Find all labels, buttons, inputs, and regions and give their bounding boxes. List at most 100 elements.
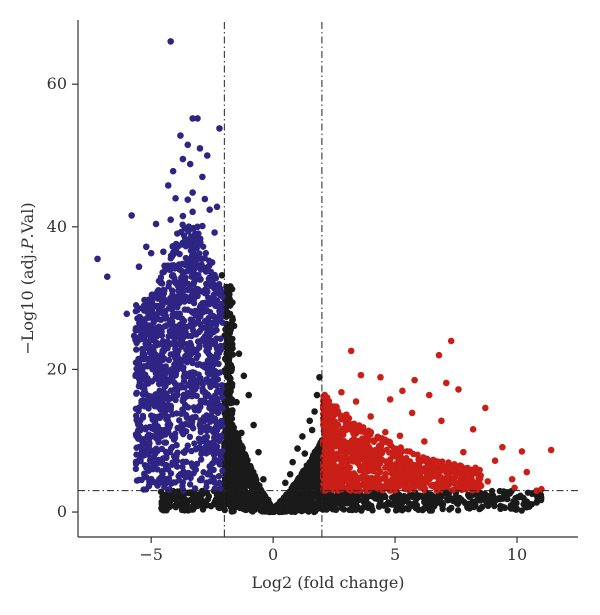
data-point xyxy=(333,476,340,484)
cloud-point xyxy=(132,302,140,309)
cloud-point xyxy=(391,492,399,499)
data-point xyxy=(184,141,192,149)
cloud-point xyxy=(167,502,174,510)
cloud-point xyxy=(225,421,232,429)
cloud-point xyxy=(205,493,213,500)
cloud-point xyxy=(156,330,163,338)
cloud-point xyxy=(390,483,398,491)
data-point xyxy=(228,366,235,373)
data-point xyxy=(299,433,306,440)
cloud-point xyxy=(210,476,217,484)
data-point xyxy=(206,206,214,213)
data-point xyxy=(179,155,187,163)
cloud-point xyxy=(181,401,189,408)
data-point xyxy=(472,464,479,472)
cloud-point xyxy=(162,465,169,473)
cloud-point xyxy=(191,292,198,299)
data-point xyxy=(401,483,409,490)
cloud-point xyxy=(334,487,342,494)
cloud-point xyxy=(165,283,172,290)
cloud-point xyxy=(221,410,229,417)
cloud-point xyxy=(196,250,203,257)
cloud-point xyxy=(523,504,530,511)
cloud-point xyxy=(374,433,381,440)
cloud-point xyxy=(181,306,189,313)
cloud-point xyxy=(188,460,195,467)
cloud-point xyxy=(212,321,220,329)
cloud-point xyxy=(332,505,339,512)
cloud-point xyxy=(197,476,205,484)
cloud-point xyxy=(203,412,210,419)
cloud-point xyxy=(379,438,386,445)
cloud-point xyxy=(181,298,188,305)
cloud-point xyxy=(218,300,226,308)
cloud-point xyxy=(323,449,331,457)
cloud-point xyxy=(201,434,208,442)
cloud-point xyxy=(138,345,146,353)
cloud-point xyxy=(144,361,151,369)
cloud-point xyxy=(405,506,412,513)
cloud-point xyxy=(163,390,170,397)
data-point xyxy=(428,482,435,489)
data-point xyxy=(301,450,309,457)
cloud-point xyxy=(314,463,321,470)
cloud-point xyxy=(187,496,194,504)
data-point xyxy=(406,492,414,499)
cloud-point xyxy=(187,474,194,482)
data-point xyxy=(335,440,343,448)
cloud-point xyxy=(475,476,482,483)
cloud-point xyxy=(165,368,173,375)
cloud-point xyxy=(212,302,220,310)
data-point xyxy=(199,173,206,181)
data-point xyxy=(223,331,231,339)
cloud-point xyxy=(386,487,394,494)
cloud-point xyxy=(147,323,155,331)
cloud-point xyxy=(454,507,462,514)
data-point xyxy=(342,421,350,428)
data-point xyxy=(94,255,101,263)
cloud-point xyxy=(206,443,213,451)
cloud-point xyxy=(217,346,225,353)
cloud-point xyxy=(188,308,195,315)
data-point xyxy=(362,450,370,457)
cloud-point xyxy=(329,486,337,494)
cloud-point xyxy=(439,464,446,471)
data-point xyxy=(399,387,406,395)
cloud-point xyxy=(382,464,389,471)
data-point xyxy=(250,421,257,429)
cloud-point xyxy=(142,340,149,348)
cloud-point xyxy=(155,380,163,388)
data-point xyxy=(152,220,160,228)
cloud-point xyxy=(198,398,206,405)
cloud-point xyxy=(403,462,410,470)
y-axis-title: −Log10 (adj.P.Val) xyxy=(18,202,37,354)
cloud-point xyxy=(186,481,194,488)
cloud-point xyxy=(141,382,148,390)
data-point xyxy=(147,393,155,400)
cloud-point xyxy=(305,508,312,515)
cloud-point xyxy=(153,339,161,347)
data-point xyxy=(350,430,357,437)
cloud-point xyxy=(135,443,143,451)
cloud-point xyxy=(412,482,419,489)
cloud-point xyxy=(212,274,220,282)
cloud-point xyxy=(298,470,305,477)
cloud-point xyxy=(161,426,168,434)
cloud-point xyxy=(310,483,318,490)
cloud-point xyxy=(229,351,237,358)
data-point xyxy=(313,391,321,399)
cloud-point xyxy=(210,438,217,446)
data-point xyxy=(213,426,221,434)
cloud-point xyxy=(439,505,446,513)
cloud-point xyxy=(500,490,508,497)
cloud-point xyxy=(153,429,161,437)
x-tick-label: −5 xyxy=(139,545,163,564)
data-point xyxy=(199,222,206,230)
cloud-point xyxy=(191,440,198,447)
data-point xyxy=(208,397,216,405)
cloud-point xyxy=(133,389,141,397)
cloud-point xyxy=(191,348,199,356)
cloud-point xyxy=(337,502,345,509)
cloud-point xyxy=(195,328,203,336)
data-point xyxy=(186,322,194,330)
